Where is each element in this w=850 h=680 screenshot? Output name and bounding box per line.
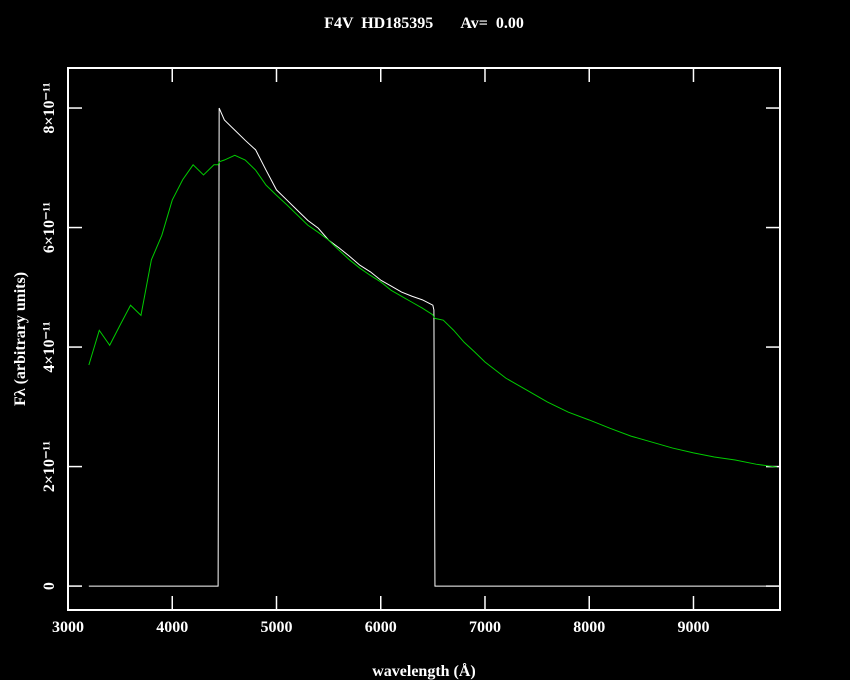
y-tick-label: 0 xyxy=(41,582,58,590)
x-tick-label: 6000 xyxy=(365,619,397,636)
x-tick-label: 7000 xyxy=(469,619,501,636)
x-tick-label: 3000 xyxy=(52,619,84,636)
y-tick-label: 4×10⁻¹¹ xyxy=(41,321,58,372)
y-tick-label: 2×10⁻¹¹ xyxy=(41,441,58,492)
y-tick-label: 8×10⁻¹¹ xyxy=(41,82,58,133)
x-tick-label: 5000 xyxy=(260,619,292,636)
plot-frame xyxy=(67,67,781,611)
series-line xyxy=(88,154,777,468)
chart-title: F4V HD185395 Av= 0.00 xyxy=(324,15,524,32)
x-tick-label: 8000 xyxy=(573,619,605,636)
x-axis-label: wavelength (Å) xyxy=(372,662,476,680)
x-tick-label: 4000 xyxy=(156,619,188,636)
y-tick-label: 6×10⁻¹¹ xyxy=(41,202,58,253)
y-axis-label: Fλ (arbitrary units) xyxy=(12,272,29,406)
x-tick-label: 9000 xyxy=(677,619,709,636)
series-line xyxy=(88,107,777,587)
